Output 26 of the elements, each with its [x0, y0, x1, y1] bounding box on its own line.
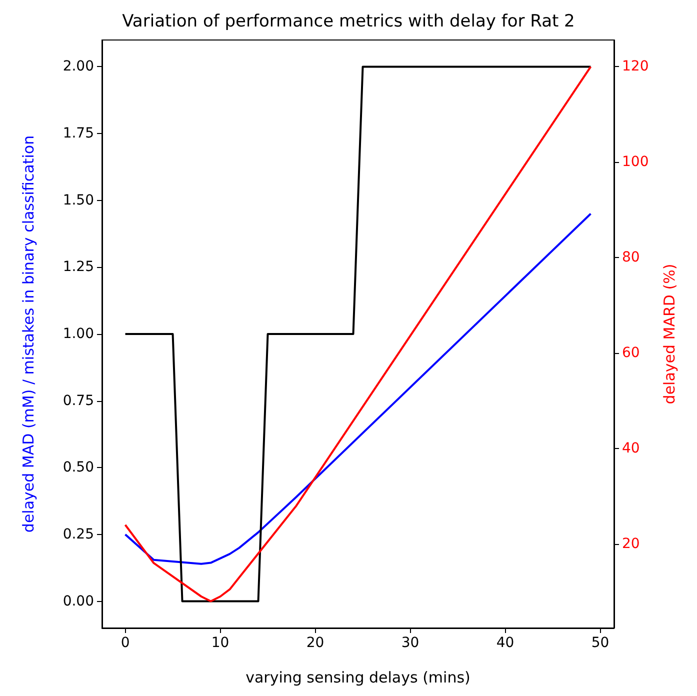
y2-tick-label: 60 [622, 345, 640, 362]
y-tick-label: 0.50 [62, 460, 94, 476]
x-tick-label: 10 [211, 635, 230, 651]
y2-tick-label: 120 [622, 58, 649, 75]
y-tick-label: 1.50 [62, 192, 94, 208]
line-series [124, 212, 592, 565]
chart-title: Variation of performance metrics with delay for Rat 2 [122, 12, 575, 32]
y-tick-label: 0.75 [62, 392, 94, 409]
x-axis-title: varying sensing delays (mins) [246, 668, 470, 686]
x-tick-label: 0 [120, 635, 130, 651]
y2-axis-title: delayed MARD (%) [660, 264, 678, 404]
y2-tick-label: 40 [622, 440, 640, 457]
y-tick-label: 1.25 [62, 259, 94, 276]
y-tick-label: 2.00 [62, 58, 94, 75]
y-axis-title: delayed MAD (mM) / mistakes in binary classification [20, 135, 38, 533]
y-tick-label: 0.00 [62, 593, 94, 610]
y2-tick-label: 20 [622, 536, 640, 552]
y2-tick-label: 80 [622, 250, 640, 266]
x-tick-label: 40 [496, 635, 514, 651]
y-tick-label: 1.00 [62, 326, 94, 342]
x-tick-label: 30 [401, 635, 420, 651]
x-tick-label: 20 [306, 635, 324, 651]
y-tick-label: 1.75 [62, 126, 94, 142]
x-tick-label: 50 [591, 635, 610, 651]
y-tick-label: 0.25 [62, 526, 94, 542]
y2-tick-label: 100 [622, 154, 649, 170]
